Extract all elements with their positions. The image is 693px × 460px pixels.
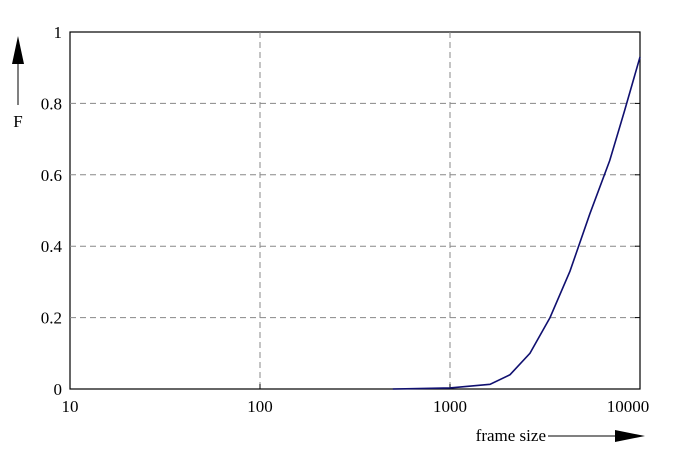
x-tick-label: 10 xyxy=(62,397,79,416)
x-label: frame size xyxy=(476,426,546,445)
y-label: F xyxy=(13,112,22,131)
y-tick-label: 0.6 xyxy=(41,166,62,185)
y-arrow-head xyxy=(12,36,24,64)
x-tick-label: 100 xyxy=(247,397,273,416)
x-tick-label: 10000 xyxy=(607,397,650,416)
x-tick-label: 1000 xyxy=(433,397,467,416)
y-tick-label: 0.4 xyxy=(41,237,63,256)
y-tick-label: 0 xyxy=(54,380,63,399)
data-line xyxy=(392,56,641,390)
y-tick-label: 0.8 xyxy=(41,94,62,113)
x-arrow-head xyxy=(615,430,645,442)
y-tick-label: 1 xyxy=(54,23,63,42)
y-tick-label: 0.2 xyxy=(41,309,62,328)
plot-frame xyxy=(69,31,641,390)
